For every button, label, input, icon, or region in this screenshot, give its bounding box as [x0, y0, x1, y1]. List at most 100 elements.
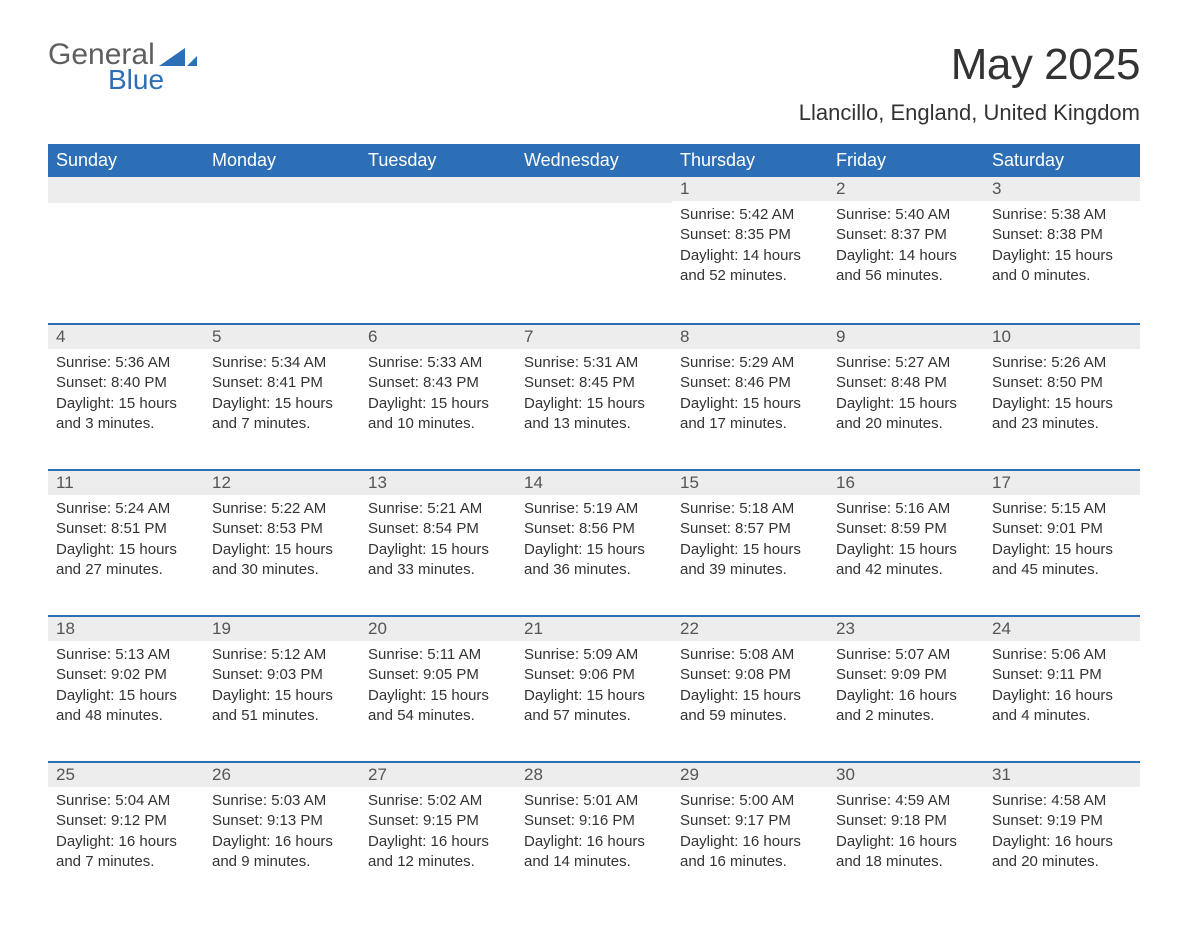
calendar-cell: 14Sunrise: 5:19 AMSunset: 8:56 PMDayligh…: [516, 470, 672, 616]
calendar-cell: 11Sunrise: 5:24 AMSunset: 8:51 PMDayligh…: [48, 470, 204, 616]
calendar-cell: 13Sunrise: 5:21 AMSunset: 8:54 PMDayligh…: [360, 470, 516, 616]
calendar-cell: 12Sunrise: 5:22 AMSunset: 8:53 PMDayligh…: [204, 470, 360, 616]
day-body: Sunrise: 5:18 AMSunset: 8:57 PMDaylight:…: [672, 495, 828, 615]
day-number: 16: [828, 471, 984, 495]
calendar-table: SundayMondayTuesdayWednesdayThursdayFrid…: [48, 144, 1140, 907]
page-subtitle: Llancillo, England, United Kingdom: [799, 100, 1140, 126]
calendar-week-row: 1Sunrise: 5:42 AMSunset: 8:35 PMDaylight…: [48, 177, 1140, 324]
page-title: May 2025: [799, 40, 1140, 90]
day-number: 24: [984, 617, 1140, 641]
calendar-week-row: 11Sunrise: 5:24 AMSunset: 8:51 PMDayligh…: [48, 470, 1140, 616]
calendar-week-row: 4Sunrise: 5:36 AMSunset: 8:40 PMDaylight…: [48, 324, 1140, 470]
calendar-page: General Blue May 2025 Llancillo, England…: [0, 0, 1188, 937]
weekday-header: Monday: [204, 144, 360, 177]
day-number: 26: [204, 763, 360, 787]
day-body: Sunrise: 5:22 AMSunset: 8:53 PMDaylight:…: [204, 495, 360, 615]
day-body: Sunrise: 5:15 AMSunset: 9:01 PMDaylight:…: [984, 495, 1140, 615]
calendar-cell: 25Sunrise: 5:04 AMSunset: 9:12 PMDayligh…: [48, 762, 204, 907]
day-body: Sunrise: 5:01 AMSunset: 9:16 PMDaylight:…: [516, 787, 672, 907]
day-body: Sunrise: 5:29 AMSunset: 8:46 PMDaylight:…: [672, 349, 828, 469]
day-number: 14: [516, 471, 672, 495]
weekday-header: Friday: [828, 144, 984, 177]
day-body: Sunrise: 5:06 AMSunset: 9:11 PMDaylight:…: [984, 641, 1140, 761]
day-number: 13: [360, 471, 516, 495]
calendar-cell: 3Sunrise: 5:38 AMSunset: 8:38 PMDaylight…: [984, 177, 1140, 324]
calendar-cell: [516, 177, 672, 324]
calendar-cell: [360, 177, 516, 324]
logo-triangle-icon: [159, 44, 197, 66]
day-body: Sunrise: 5:42 AMSunset: 8:35 PMDaylight:…: [672, 201, 828, 321]
day-number: 1: [672, 177, 828, 201]
day-body: Sunrise: 5:33 AMSunset: 8:43 PMDaylight:…: [360, 349, 516, 469]
topbar: General Blue May 2025 Llancillo, England…: [48, 40, 1140, 126]
calendar-cell: 17Sunrise: 5:15 AMSunset: 9:01 PMDayligh…: [984, 470, 1140, 616]
day-body: Sunrise: 5:02 AMSunset: 9:15 PMDaylight:…: [360, 787, 516, 907]
day-body: Sunrise: 5:16 AMSunset: 8:59 PMDaylight:…: [828, 495, 984, 615]
day-number: 2: [828, 177, 984, 201]
calendar-cell: 5Sunrise: 5:34 AMSunset: 8:41 PMDaylight…: [204, 324, 360, 470]
day-number: 7: [516, 325, 672, 349]
day-body: Sunrise: 5:24 AMSunset: 8:51 PMDaylight:…: [48, 495, 204, 615]
day-number: 5: [204, 325, 360, 349]
calendar-cell: 2Sunrise: 5:40 AMSunset: 8:37 PMDaylight…: [828, 177, 984, 324]
day-number: 30: [828, 763, 984, 787]
day-number: 9: [828, 325, 984, 349]
day-body: Sunrise: 5:13 AMSunset: 9:02 PMDaylight:…: [48, 641, 204, 761]
calendar-week-row: 25Sunrise: 5:04 AMSunset: 9:12 PMDayligh…: [48, 762, 1140, 907]
calendar-cell: 26Sunrise: 5:03 AMSunset: 9:13 PMDayligh…: [204, 762, 360, 907]
brand-line2: Blue: [108, 64, 197, 96]
day-body: Sunrise: 5:09 AMSunset: 9:06 PMDaylight:…: [516, 641, 672, 761]
brand-logo: General Blue: [48, 40, 197, 96]
day-body: Sunrise: 5:31 AMSunset: 8:45 PMDaylight:…: [516, 349, 672, 469]
day-body: Sunrise: 5:19 AMSunset: 8:56 PMDaylight:…: [516, 495, 672, 615]
calendar-cell: 6Sunrise: 5:33 AMSunset: 8:43 PMDaylight…: [360, 324, 516, 470]
day-number: 18: [48, 617, 204, 641]
day-body: [48, 203, 204, 323]
day-number: 6: [360, 325, 516, 349]
day-number: 20: [360, 617, 516, 641]
day-number: [48, 177, 204, 203]
calendar-cell: 7Sunrise: 5:31 AMSunset: 8:45 PMDaylight…: [516, 324, 672, 470]
day-number: 17: [984, 471, 1140, 495]
day-body: Sunrise: 5:38 AMSunset: 8:38 PMDaylight:…: [984, 201, 1140, 321]
day-number: 19: [204, 617, 360, 641]
calendar-cell: 24Sunrise: 5:06 AMSunset: 9:11 PMDayligh…: [984, 616, 1140, 762]
day-body: Sunrise: 4:59 AMSunset: 9:18 PMDaylight:…: [828, 787, 984, 907]
calendar-cell: [48, 177, 204, 324]
day-number: 4: [48, 325, 204, 349]
calendar-cell: 10Sunrise: 5:26 AMSunset: 8:50 PMDayligh…: [984, 324, 1140, 470]
day-body: Sunrise: 5:04 AMSunset: 9:12 PMDaylight:…: [48, 787, 204, 907]
day-number: [360, 177, 516, 203]
day-number: 21: [516, 617, 672, 641]
calendar-cell: 22Sunrise: 5:08 AMSunset: 9:08 PMDayligh…: [672, 616, 828, 762]
weekday-header: Saturday: [984, 144, 1140, 177]
calendar-cell: 16Sunrise: 5:16 AMSunset: 8:59 PMDayligh…: [828, 470, 984, 616]
day-body: Sunrise: 5:00 AMSunset: 9:17 PMDaylight:…: [672, 787, 828, 907]
day-number: [204, 177, 360, 203]
calendar-cell: 18Sunrise: 5:13 AMSunset: 9:02 PMDayligh…: [48, 616, 204, 762]
calendar-body: 1Sunrise: 5:42 AMSunset: 8:35 PMDaylight…: [48, 177, 1140, 907]
calendar-cell: 27Sunrise: 5:02 AMSunset: 9:15 PMDayligh…: [360, 762, 516, 907]
day-body: Sunrise: 5:34 AMSunset: 8:41 PMDaylight:…: [204, 349, 360, 469]
calendar-cell: [204, 177, 360, 324]
day-number: 23: [828, 617, 984, 641]
calendar-cell: 31Sunrise: 4:58 AMSunset: 9:19 PMDayligh…: [984, 762, 1140, 907]
calendar-cell: 30Sunrise: 4:59 AMSunset: 9:18 PMDayligh…: [828, 762, 984, 907]
calendar-cell: 8Sunrise: 5:29 AMSunset: 8:46 PMDaylight…: [672, 324, 828, 470]
day-body: Sunrise: 5:26 AMSunset: 8:50 PMDaylight:…: [984, 349, 1140, 469]
day-number: 11: [48, 471, 204, 495]
calendar-cell: 29Sunrise: 5:00 AMSunset: 9:17 PMDayligh…: [672, 762, 828, 907]
calendar-cell: 21Sunrise: 5:09 AMSunset: 9:06 PMDayligh…: [516, 616, 672, 762]
day-body: Sunrise: 5:03 AMSunset: 9:13 PMDaylight:…: [204, 787, 360, 907]
calendar-cell: 1Sunrise: 5:42 AMSunset: 8:35 PMDaylight…: [672, 177, 828, 324]
day-number: 31: [984, 763, 1140, 787]
day-number: 29: [672, 763, 828, 787]
day-body: Sunrise: 5:12 AMSunset: 9:03 PMDaylight:…: [204, 641, 360, 761]
title-block: May 2025 Llancillo, England, United King…: [799, 40, 1140, 126]
weekday-header: Tuesday: [360, 144, 516, 177]
calendar-cell: 19Sunrise: 5:12 AMSunset: 9:03 PMDayligh…: [204, 616, 360, 762]
day-number: 22: [672, 617, 828, 641]
day-body: Sunrise: 5:11 AMSunset: 9:05 PMDaylight:…: [360, 641, 516, 761]
weekday-header: Sunday: [48, 144, 204, 177]
day-number: [516, 177, 672, 203]
